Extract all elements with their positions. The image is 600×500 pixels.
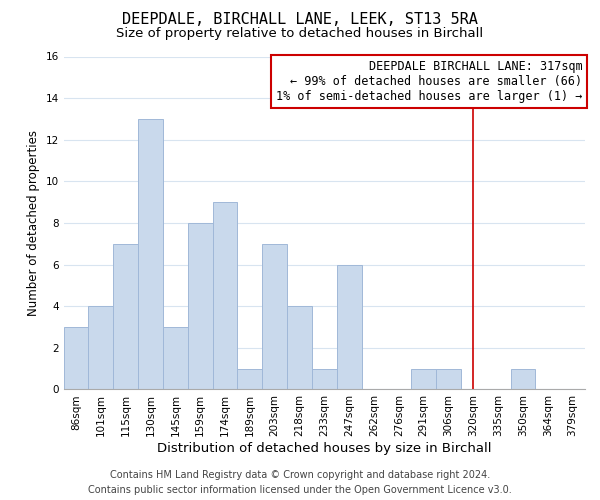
Bar <box>238 368 262 390</box>
Bar <box>163 327 188 390</box>
Bar <box>212 202 238 390</box>
Bar <box>88 306 113 390</box>
Text: Size of property relative to detached houses in Birchall: Size of property relative to detached ho… <box>116 28 484 40</box>
Bar <box>436 368 461 390</box>
Text: Contains HM Land Registry data © Crown copyright and database right 2024.
Contai: Contains HM Land Registry data © Crown c… <box>88 470 512 495</box>
Y-axis label: Number of detached properties: Number of detached properties <box>27 130 40 316</box>
Bar <box>511 368 535 390</box>
Bar <box>337 264 362 390</box>
Bar <box>287 306 312 390</box>
X-axis label: Distribution of detached houses by size in Birchall: Distribution of detached houses by size … <box>157 442 491 455</box>
Bar <box>64 327 88 390</box>
Bar <box>312 368 337 390</box>
Bar <box>262 244 287 390</box>
Bar <box>188 223 212 390</box>
Text: DEEPDALE, BIRCHALL LANE, LEEK, ST13 5RA: DEEPDALE, BIRCHALL LANE, LEEK, ST13 5RA <box>122 12 478 28</box>
Bar <box>113 244 138 390</box>
Bar <box>411 368 436 390</box>
Bar <box>138 119 163 390</box>
Text: DEEPDALE BIRCHALL LANE: 317sqm
← 99% of detached houses are smaller (66)
1% of s: DEEPDALE BIRCHALL LANE: 317sqm ← 99% of … <box>276 60 583 103</box>
